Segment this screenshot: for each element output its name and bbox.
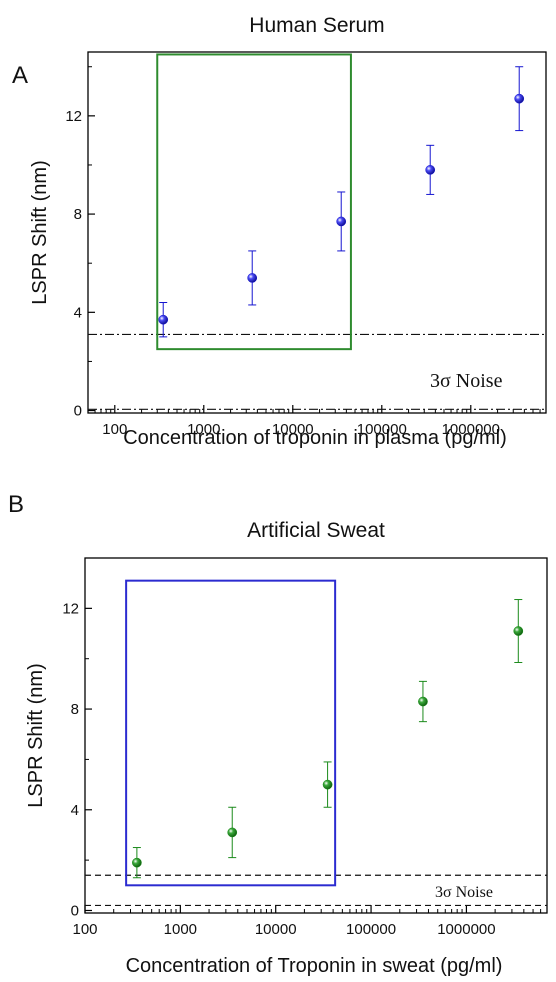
x-tick-label: 100000 — [346, 921, 396, 938]
x-axis-label: Concentration of troponin in plasma (pg/… — [123, 427, 507, 449]
data-point — [132, 857, 142, 868]
y-tick-label: 12 — [62, 600, 79, 617]
panel-a: Human Serum A 0 4 8 12 100 1000 10000 100000 10000… — [12, 14, 547, 449]
x-tick-label: 100000 — [357, 421, 407, 438]
y-tick-label: 8 — [71, 701, 79, 718]
noise-annotation-sigma: σ — [440, 370, 451, 392]
data-point — [425, 165, 436, 175]
x-tick-label: 1000000 — [442, 421, 500, 438]
x-tick-label: 1000000 — [437, 921, 495, 938]
x-tick-label: 100 — [102, 421, 127, 438]
chart-title: Human Serum — [249, 14, 384, 37]
plot-frame — [87, 51, 547, 414]
data-point — [322, 779, 333, 790]
chart-title: Artificial Sweat — [247, 519, 385, 542]
x-tick-label: 1000 — [187, 421, 220, 438]
noise-annotation: 3σ Noise — [435, 884, 493, 901]
y-tick-label: 0 — [74, 403, 82, 420]
y-tick-label: 4 — [74, 304, 82, 321]
x-tick-label: 10000 — [255, 921, 297, 938]
y-axis-label: LSPR Shift (nm) — [29, 160, 51, 304]
y-tick-label: 0 — [71, 902, 79, 919]
noise-annotation-prefix: 3 — [435, 884, 443, 901]
highlight-box — [125, 579, 337, 887]
y-tick-label: 8 — [74, 206, 82, 223]
panel-b: Artificial Sweat B 0 4 8 12 100 1000 10000 100000… — [8, 491, 548, 977]
noise-annotation-prefix: 3 — [430, 370, 440, 392]
x-tick-label: 10000 — [272, 421, 314, 438]
data-point — [418, 696, 428, 707]
noise-annotation-sigma: σ — [443, 884, 452, 901]
highlight-box — [156, 53, 352, 351]
noise-annotation-suffix: Noise — [451, 370, 503, 392]
x-axis-label: Concentration of Troponin in sweat (pg/m… — [126, 955, 503, 977]
plot-frame — [84, 557, 548, 914]
x-tick-label: 100 — [72, 921, 97, 938]
data-point — [227, 827, 238, 838]
data-point — [514, 93, 525, 104]
data-point — [513, 626, 524, 636]
data-point — [158, 314, 169, 325]
y-axis-label: LSPR Shift (nm) — [25, 663, 47, 807]
panel-label: B — [8, 491, 24, 518]
panel-label: A — [12, 62, 28, 89]
x-tick-label: 1000 — [164, 921, 197, 938]
noise-annotation: 3σ Noise — [430, 370, 503, 392]
y-tick-label: 4 — [71, 802, 79, 819]
noise-annotation-suffix: Noise — [452, 884, 493, 901]
data-point — [247, 273, 258, 283]
data-point — [336, 216, 347, 227]
y-tick-label: 12 — [65, 108, 82, 125]
